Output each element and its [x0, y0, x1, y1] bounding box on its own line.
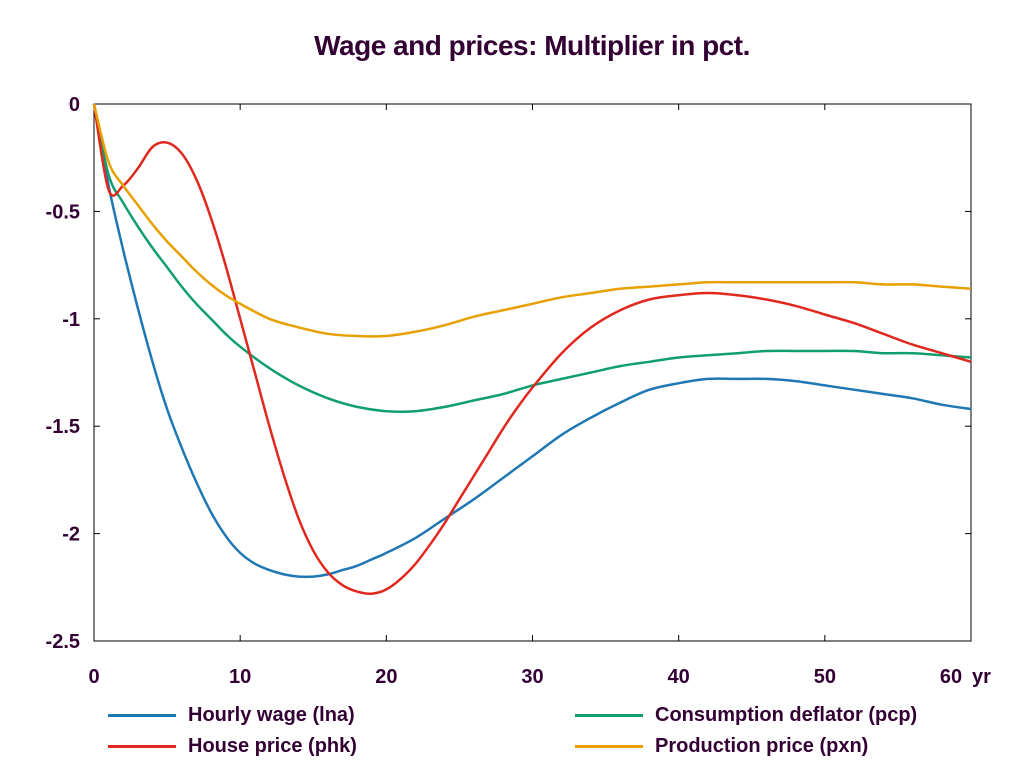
series-line-3 — [92, 103, 972, 338]
y-tick-label: -2 — [62, 524, 80, 546]
y-tick-label: -2.5 — [46, 631, 80, 653]
y-tick-label: -0.5 — [46, 201, 80, 223]
axis-tick-labels: 0 10 20 30 40 50 60 yr 0 -0.5 -1 -1.5 -2 -2.5 — [46, 94, 992, 688]
series-line-2 — [92, 103, 972, 596]
x-tick-label: 0 — [88, 666, 99, 688]
series-lines — [92, 103, 972, 596]
x-tick-label: 10 — [229, 666, 251, 688]
series-line-1 — [92, 103, 972, 413]
y-tick-label: -1.5 — [46, 416, 80, 438]
x-tick-label: 20 — [375, 666, 397, 688]
x-tick-label: 60 — [940, 666, 962, 688]
plot-area — [93, 103, 972, 642]
y-tick-label: 0 — [69, 94, 80, 116]
x-unit-label: yr — [972, 666, 991, 688]
x-tick-label: 40 — [668, 666, 690, 688]
x-tick-label: 30 — [521, 666, 543, 688]
y-tick-label: -1 — [62, 309, 80, 331]
series-line-0 — [92, 103, 972, 579]
axis-ticks — [93, 103, 972, 642]
chart-title: Wage and prices: Multiplier in pct. — [314, 30, 750, 61]
x-tick-label: 50 — [814, 666, 836, 688]
